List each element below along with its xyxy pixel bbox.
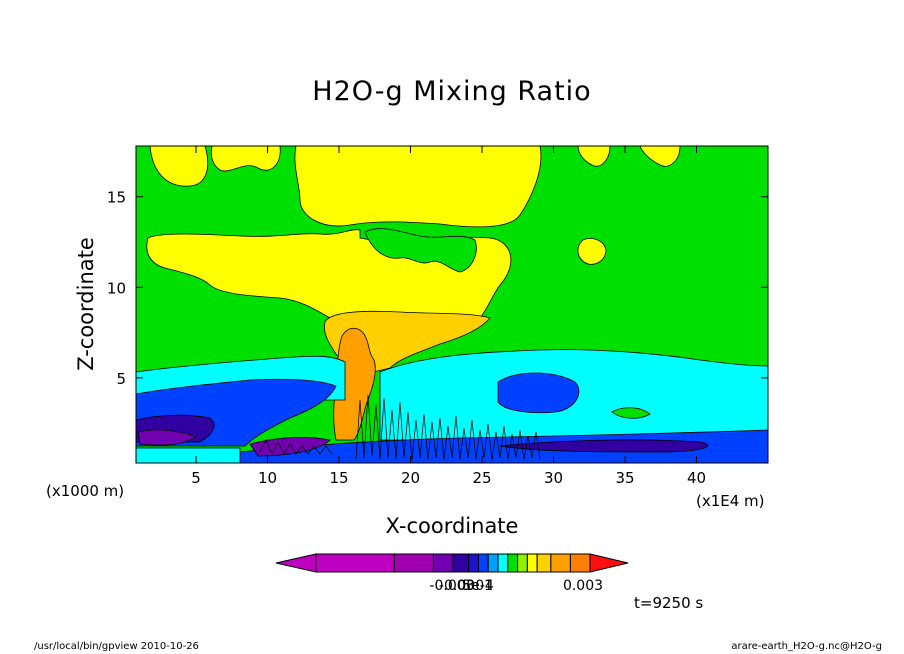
colorbar-segment xyxy=(569,553,591,573)
colorbar-segment xyxy=(526,553,538,573)
colorbar-label: -0.0001 xyxy=(439,578,493,594)
x-tick-label: 25 xyxy=(472,469,491,487)
colorbar-segment xyxy=(315,553,395,573)
colorbar-label: 5e-4 xyxy=(462,578,494,594)
x-tick-label: 20 xyxy=(401,469,420,487)
x-tick-label: 10 xyxy=(258,469,277,487)
colorbar-label: -0.003 xyxy=(429,578,474,594)
y-tick-label: 5 xyxy=(116,370,126,388)
y-tick-label: 10 xyxy=(107,279,126,297)
x-tick-label: 35 xyxy=(615,469,634,487)
colorbar-high-arrow xyxy=(589,553,629,573)
colorbar-segment xyxy=(536,553,552,573)
x-ticks: 5 10 15 20 25 30 35 40 xyxy=(191,146,706,487)
x-unit-label: (x1000 m) xyxy=(46,482,125,500)
contour-fill xyxy=(136,146,768,463)
colorbar-segment xyxy=(550,553,571,573)
colorbar-segment xyxy=(487,553,499,573)
x-tick-label: 40 xyxy=(687,469,706,487)
colorbar-label: 0.003 xyxy=(563,578,603,594)
chart-title: H2O-g Mixing Ratio xyxy=(312,76,592,107)
plot-frame xyxy=(135,145,769,464)
colorbar-segment xyxy=(517,553,528,573)
colorbar-segment xyxy=(468,553,479,573)
x-tick-label: 5 xyxy=(191,469,201,487)
x-tick-label: 30 xyxy=(544,469,563,487)
colorbar-segment xyxy=(477,553,489,573)
x-scale-label: (x1E4 m) xyxy=(696,492,765,510)
colorbar-segment xyxy=(452,553,470,573)
colorbar-segment xyxy=(393,553,434,573)
footer-left: /usr/local/bin/gpview 2010-10-26 xyxy=(34,641,199,652)
footer-right: arare-earth_H2O-g.nc@H2O-g xyxy=(731,641,882,652)
colorbar-segment xyxy=(497,553,509,573)
y-ticks: 5 10 15 xyxy=(107,189,768,388)
colorbar-segment xyxy=(432,553,454,573)
time-annotation: t=9250 s xyxy=(634,594,704,612)
x-axis-label: X-coordinate xyxy=(385,514,519,538)
y-tick-label: 15 xyxy=(107,189,126,207)
colorbar-low-arrow xyxy=(275,553,317,573)
x-tick-label: 15 xyxy=(329,469,348,487)
colorbar-segment xyxy=(507,553,519,573)
